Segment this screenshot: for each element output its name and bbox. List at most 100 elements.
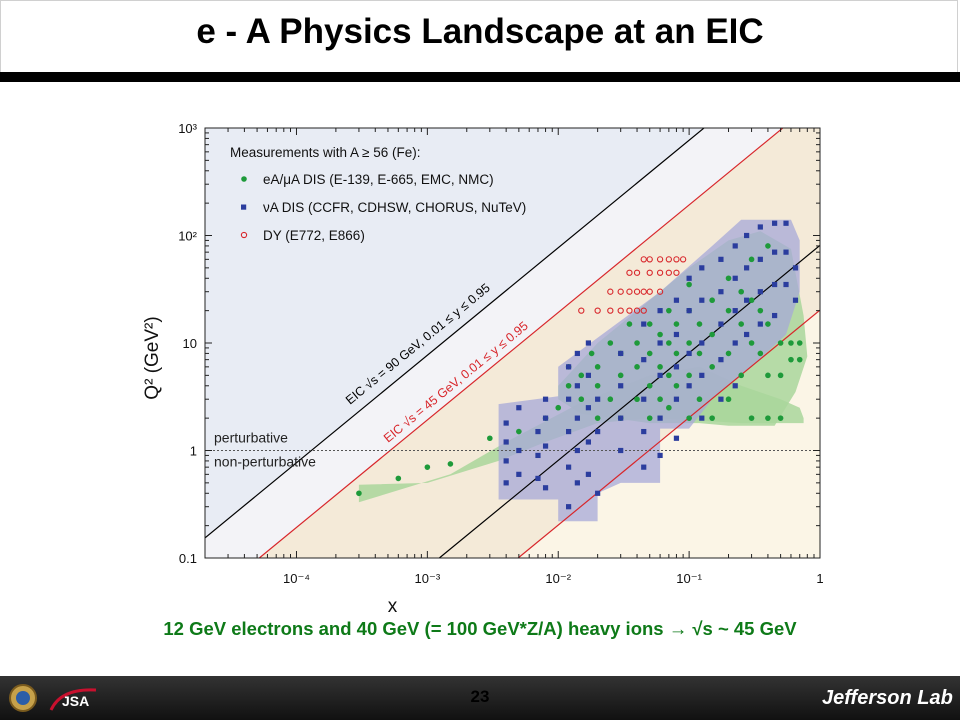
data-point-nuA bbox=[618, 415, 624, 421]
data-point-nuA bbox=[657, 308, 663, 314]
data-point-eA bbox=[634, 364, 640, 370]
data-point-nuA bbox=[699, 415, 705, 421]
data-point-dy bbox=[626, 288, 633, 295]
data-point-nuA bbox=[744, 297, 750, 303]
y-tick-label: 0.1 bbox=[179, 551, 197, 566]
data-point-nuA bbox=[641, 464, 647, 470]
data-point-nuA bbox=[673, 297, 680, 303]
data-point-dy bbox=[594, 307, 601, 314]
data-point-eA bbox=[487, 435, 493, 442]
y-axis-label: Q² (GeV²) bbox=[142, 316, 163, 399]
data-point-nuA bbox=[574, 415, 580, 421]
data-point-nuA bbox=[542, 396, 549, 402]
data-point-nuA bbox=[686, 350, 692, 357]
data-point-nuA bbox=[566, 504, 572, 510]
data-point-nuA bbox=[574, 480, 580, 486]
legend-marker-nuA bbox=[241, 204, 247, 210]
data-point-eA bbox=[673, 382, 680, 389]
data-point-nuA bbox=[732, 340, 738, 346]
data-point-nuA bbox=[699, 372, 705, 378]
data-point-dy bbox=[665, 256, 672, 263]
data-point-eA bbox=[748, 340, 755, 346]
data-point-nuA bbox=[641, 428, 647, 435]
data-point-nuA bbox=[535, 452, 541, 459]
data-point-nuA bbox=[585, 405, 592, 411]
data-point-nuA bbox=[595, 428, 601, 435]
data-point-eA bbox=[709, 331, 715, 338]
data-point-nuA bbox=[585, 340, 592, 346]
x-tick-label: 10⁻³ bbox=[415, 571, 441, 586]
data-point-nuA bbox=[516, 447, 522, 454]
footer-left-text: JSA bbox=[62, 693, 89, 709]
data-point-nuA bbox=[657, 415, 663, 421]
data-point-nuA bbox=[744, 265, 750, 271]
x-axis-label: x bbox=[388, 596, 398, 617]
data-point-eA bbox=[748, 415, 755, 421]
legend-label: eA/μA DIS (E-139, E-665, EMC, NMC) bbox=[263, 172, 494, 187]
x-tick-label: 1 bbox=[816, 571, 823, 586]
slide-caption: 12 GeV electrons and 40 GeV (= 100 GeV*Z… bbox=[163, 618, 797, 639]
legend-label: νA DIS (CCFR, CDHSW, CHORUS, NuTeV) bbox=[263, 200, 526, 215]
data-point-eA bbox=[696, 396, 703, 403]
data-point-eA bbox=[709, 364, 715, 370]
data-point-nuA bbox=[783, 249, 789, 255]
data-point-eA bbox=[777, 372, 784, 379]
data-point-eA bbox=[748, 297, 755, 304]
data-point-nuA bbox=[585, 439, 592, 445]
data-point-eA bbox=[657, 396, 663, 403]
eic-45-lower-line bbox=[517, 309, 820, 558]
data-point-nuA bbox=[535, 475, 541, 482]
data-point-nuA bbox=[673, 364, 680, 370]
data-point-dy bbox=[646, 288, 653, 295]
data-point-nuA bbox=[772, 220, 778, 226]
data-point-eA bbox=[666, 404, 672, 411]
data-point-dy bbox=[679, 256, 687, 263]
data-point-nuA bbox=[757, 321, 763, 327]
data-point-nuA bbox=[585, 471, 592, 477]
data-point-eA bbox=[686, 340, 692, 346]
title-box bbox=[0, 0, 958, 72]
data-point-nuA bbox=[503, 439, 509, 445]
data-point-nuA bbox=[718, 396, 724, 402]
data-point-dy bbox=[626, 307, 633, 314]
data-point-eA bbox=[646, 415, 653, 421]
data-point-eA bbox=[765, 372, 771, 379]
data-point-eA bbox=[447, 461, 454, 467]
data-point-dy bbox=[626, 269, 633, 276]
data-point-nuA bbox=[673, 331, 680, 338]
data-point-nuA bbox=[542, 443, 549, 449]
x-tick-label: 10⁻¹ bbox=[676, 571, 702, 586]
data-point-eA bbox=[738, 321, 745, 327]
data-point-nuA bbox=[542, 415, 549, 421]
data-point-eA bbox=[626, 321, 633, 327]
data-point-eA bbox=[725, 307, 732, 314]
data-point-eA bbox=[738, 372, 745, 379]
data-point-nuA bbox=[732, 383, 738, 389]
data-point-dy bbox=[640, 307, 647, 314]
data-point-eA bbox=[617, 372, 624, 379]
x-tick-label: 10⁻⁴ bbox=[283, 571, 310, 586]
data-point-eA bbox=[646, 321, 653, 327]
data-point-nuA bbox=[641, 321, 647, 327]
data-point-nuA bbox=[657, 452, 663, 459]
data-point-eA bbox=[594, 364, 601, 370]
data-point-nuA bbox=[516, 405, 522, 411]
data-point-nuA bbox=[772, 281, 778, 288]
data-point-eA bbox=[757, 307, 764, 314]
data-point-nuA bbox=[772, 249, 778, 255]
data-point-nuA bbox=[595, 396, 601, 402]
data-point-eA bbox=[725, 275, 732, 282]
data-point-dy bbox=[656, 269, 664, 276]
data-point-dy bbox=[673, 269, 680, 276]
data-point-nuA bbox=[792, 265, 799, 271]
data-point-eA bbox=[666, 340, 672, 346]
data-point-dy bbox=[617, 307, 624, 314]
data-point-nuA bbox=[516, 471, 522, 477]
data-point-dy bbox=[633, 288, 641, 295]
data-point-eA bbox=[765, 321, 771, 327]
y-tick-label: 10³ bbox=[178, 121, 197, 136]
data-point-nuA bbox=[585, 372, 592, 378]
plot-area bbox=[205, 128, 820, 558]
data-point-eA bbox=[666, 307, 672, 314]
